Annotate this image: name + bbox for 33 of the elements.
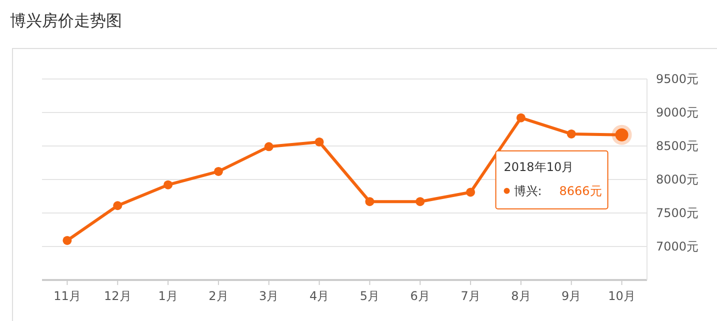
point (365, 197, 374, 206)
x-tick-label: 12月 (104, 289, 132, 303)
x-tick-label: 10月 (608, 289, 636, 303)
x-tick-label: 11月 (54, 289, 81, 303)
point (264, 142, 274, 152)
point (466, 188, 476, 197)
point (516, 113, 526, 122)
x-tick-label: 1月 (158, 289, 178, 303)
chart-title: 博兴房价走势图 (10, 11, 122, 30)
x-tick-label: 5月 (360, 289, 380, 303)
y-tick-label: 7500元 (656, 206, 699, 220)
annotation: 8666元 (559, 184, 602, 198)
y-tick-label: 9000元 (656, 106, 699, 120)
x-tick-label: 2月 (208, 289, 228, 303)
x-tick-label: 7月 (460, 289, 480, 303)
point (113, 201, 122, 210)
x-tick-label: 8月 (511, 289, 531, 303)
annotation: 博兴: (514, 184, 542, 198)
x-tick-label: 6月 (410, 289, 430, 303)
point (164, 180, 173, 190)
point (416, 197, 425, 206)
y-tick-label: 8000元 (656, 172, 699, 187)
point (566, 129, 576, 138)
x-tick-label: 4月 (309, 289, 330, 303)
y-tick-label: 9500元 (656, 72, 699, 86)
point (62, 236, 72, 245)
annotation: 2018年10月 (504, 160, 574, 174)
point (314, 137, 324, 146)
y-tick-label: 8500元 (656, 139, 699, 154)
x-tick-label: 3月 (259, 289, 279, 303)
y-tick-label: 7000元 (656, 240, 699, 254)
point (214, 166, 223, 176)
x-tick-label: 9月 (562, 289, 582, 303)
